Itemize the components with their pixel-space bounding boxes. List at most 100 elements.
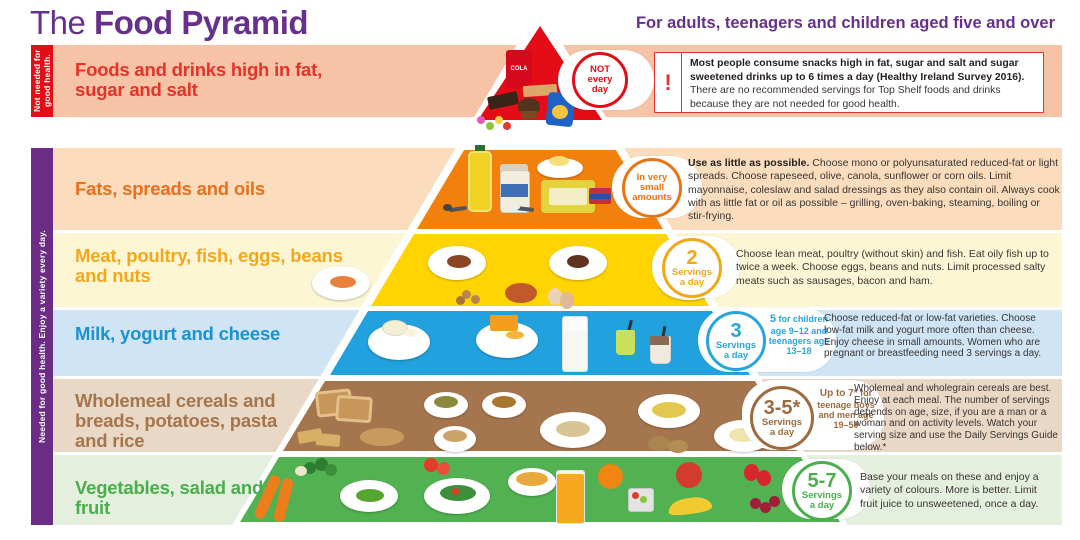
description-rest: Base your meals on these and enjoy a var… (860, 471, 1039, 510)
cupcake-image (518, 98, 540, 114)
sweets-image (486, 122, 494, 130)
not-needed-sidebar-label: Not needed for good health. (32, 49, 52, 113)
muesli-image (443, 430, 467, 442)
top-shelf-alert-text: Most people consume snacks high in fat, … (682, 53, 1043, 112)
exclamation-icon: ! (655, 53, 682, 112)
baked-beans-image (505, 283, 537, 303)
alert-text-bold: Most people consume snacks high in fat, … (690, 58, 1025, 83)
badge-line: Servings (671, 266, 713, 278)
badge-servings-count: 3 (730, 319, 742, 342)
yogurt-drink-top-image (650, 336, 669, 345)
page-subtitle: For adults, teenagers and children aged … (635, 14, 1055, 32)
butter-portion-stripe-image (589, 194, 611, 199)
badge-servings-count: 3-5* (763, 396, 801, 419)
top-shelf-alert-box: ! Most people consume snacks high in fat… (654, 52, 1044, 113)
wholemeal-badge-note: Up to 7* for teenage boys and men age 19… (812, 388, 880, 431)
description-rest: Choose lean meat, poultry (without skin)… (736, 248, 1049, 287)
cauliflower-image (295, 466, 307, 476)
cereal-image (434, 396, 458, 408)
grated-cheese-image (506, 331, 524, 339)
page-title-prefix: The (30, 4, 95, 41)
cheddar-block-image (490, 315, 518, 331)
salad-tomato-image (452, 488, 459, 495)
meat-label: Meat, poultry, fish, eggs, beans and nut… (75, 245, 343, 286)
sweets-image (503, 122, 511, 130)
badge-servings-count: 5-7 (807, 469, 837, 492)
vegetables-label: Vegetables, salad and fruit (75, 477, 264, 518)
egg-image (560, 292, 574, 309)
description-rest: Choose reduced-fat or low-fat varieties.… (824, 313, 1042, 360)
butter-dish-image (537, 158, 583, 178)
badge-line: In very (636, 172, 668, 184)
fats-badge: In very small amounts (622, 158, 682, 218)
yogurt-cup-image (616, 330, 635, 355)
wholemeal-badge: 3-5* Servings a day (750, 386, 814, 450)
tomato-image (424, 458, 438, 472)
description-rest: Wholemeal and wholegrain cereals are bes… (854, 383, 1058, 453)
cracker-image (315, 432, 341, 448)
butter-curl-image (549, 156, 569, 166)
bread-roll-image (360, 428, 404, 446)
badge-note-bold: Up to 7* (819, 388, 858, 399)
meat-image (447, 255, 471, 268)
broccoli-image (304, 462, 316, 474)
sweets-image (495, 116, 503, 124)
light-spread-label-image (549, 188, 587, 205)
cola-can-image: COLA (506, 50, 532, 88)
needed-sidebar-label: Needed for good health. Enjoy a variety … (37, 230, 47, 443)
sweets-image (477, 116, 485, 124)
potato-image (668, 440, 688, 453)
vegetable-soup-image (516, 472, 548, 486)
egg-image (548, 288, 562, 305)
badge-line: Servings (761, 416, 803, 428)
vegetables-description: Base your meals on these and enjoy a var… (860, 471, 1054, 511)
red-meat-image (567, 255, 589, 268)
badge-line: Servings (715, 339, 757, 351)
brie-wheel-image (382, 320, 408, 336)
milk-description: Choose reduced-fat or low-fat varieties.… (824, 313, 1054, 360)
milk-badge-note: 5 for children age 9–12 and teenagers ag… (766, 313, 832, 357)
apple-image (676, 462, 702, 488)
description-rest: Choose mono or polyunsaturated reduced-f… (688, 157, 1060, 223)
teaspoon-icon (443, 204, 452, 211)
berry-image (750, 498, 761, 509)
cereal-image (492, 396, 516, 408)
fats-label: Fats, spreads and oils (75, 178, 265, 199)
badge-line: every (587, 74, 613, 86)
badge-line: day (591, 83, 609, 95)
description-bold: Use as little as possible. (688, 157, 810, 169)
top-shelf-badge: NOT every day (572, 52, 628, 108)
milk-badge: 3 Servings a day (706, 311, 766, 371)
walnut-image (462, 290, 471, 299)
cream-spoonful-image (511, 204, 520, 210)
brie-wedge-image (405, 329, 417, 337)
meat-badge: 2 Servings a day (662, 238, 722, 298)
walnut-image (456, 296, 465, 305)
fruit-pot-berry-image (632, 492, 639, 499)
badge-line: a day (679, 276, 705, 288)
alert-text-rest: There are no recommended servings for To… (690, 85, 1001, 110)
mayonnaise-label-image (501, 184, 528, 197)
berry-image (769, 496, 780, 507)
oil-bottle-image (468, 151, 492, 212)
page-title-main: Food Pyramid (94, 4, 309, 41)
badge-line: a day (723, 349, 749, 361)
broccoli-image (325, 464, 337, 476)
badge-line: amounts (632, 191, 672, 203)
badge-line: a day (769, 426, 795, 438)
orange-image (598, 464, 623, 489)
badge-line: NOT (589, 64, 611, 76)
badge-line: a day (809, 499, 835, 511)
peas-image (356, 489, 384, 502)
page-title: The Food Pyramid (30, 4, 309, 42)
badge-servings-count: 2 (686, 246, 698, 269)
badge-note-bold: 5 (769, 313, 777, 325)
needed-sidebar: Needed for good health. Enjoy a variety … (31, 148, 53, 525)
pasta-image (652, 402, 686, 418)
badge-note-rest: for children age 9–12 and teenagers age … (768, 314, 830, 357)
mayonnaise-lid-image (500, 164, 528, 172)
tomato-image (437, 462, 450, 475)
milk-label: Milk, yogurt and cheese (75, 323, 281, 344)
salmon-image (330, 276, 356, 288)
fruit-pot-grape-image (640, 496, 647, 503)
